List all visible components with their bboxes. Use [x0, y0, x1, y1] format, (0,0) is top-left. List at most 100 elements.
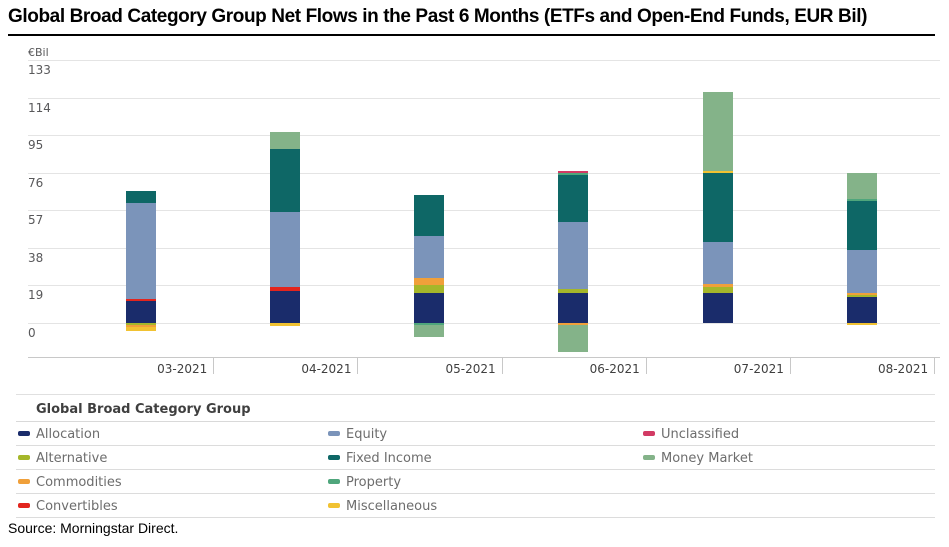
legend: Global Broad Category Group Allocation Eq… — [16, 394, 935, 518]
legend-label-money-market: Money Market — [661, 451, 753, 466]
legend-label-miscellaneous: Miscellaneous — [346, 499, 438, 514]
legend-label-convertibles: Convertibles — [36, 499, 118, 514]
y-axis-label: 95 — [28, 138, 44, 153]
legend-swatch-unclassified-icon — [643, 431, 655, 436]
y-axis-label: 114 — [28, 100, 51, 115]
gridline — [28, 60, 940, 62]
gridline — [28, 97, 940, 99]
bar-segment-allocation[interactable] — [126, 301, 156, 323]
bar-segment-convertibles[interactable] — [270, 287, 301, 292]
legend-swatch-property-icon — [328, 479, 340, 484]
stacked-bar-chart: 133 114 95 76 57 38 19 0 03-2021 04-2021 05-2021 06… — [28, 60, 940, 376]
bar-segment-equity[interactable] — [846, 249, 877, 294]
bar-segment-allocation[interactable] — [846, 297, 877, 323]
x-axis-label: 05-2021 — [445, 362, 496, 376]
bar-segment-property[interactable] — [846, 198, 877, 201]
x-axis-tick — [357, 357, 359, 374]
legend-swatch-convertibles-icon — [18, 503, 30, 508]
bar-segment-alternative[interactable] — [702, 287, 733, 294]
bar-segment-equity[interactable] — [126, 202, 156, 300]
x-axis-label: 03-2021 — [157, 362, 208, 376]
bar-segment-fixed-income[interactable] — [846, 200, 877, 250]
x-axis-tick — [213, 357, 215, 374]
y-axis-label: 133 — [28, 63, 51, 78]
gridline — [28, 247, 940, 249]
x-axis-tick — [645, 357, 647, 374]
chart-title: Global Broad Category Group Net Flows in… — [8, 6, 935, 36]
bar-segment-fixed-income[interactable] — [126, 190, 156, 203]
x-axis-label: 07-2021 — [733, 362, 784, 376]
y-axis-label: 19 — [28, 288, 44, 303]
legend-swatch-commodities-icon — [18, 479, 30, 484]
bar-segment-fixed-income[interactable] — [270, 149, 301, 213]
legend-row: Allocation Equity Unclassified — [16, 422, 935, 446]
bar-segment-allocation[interactable] — [414, 293, 445, 323]
legend-swatch-equity-icon — [328, 431, 340, 436]
bar-segment-alternative[interactable] — [126, 323, 156, 325]
x-axis-tick — [789, 357, 791, 374]
y-axis-label: 38 — [28, 250, 44, 265]
y-axis-unit-label: €Bil — [28, 46, 49, 59]
bar-segment-money-market[interactable] — [846, 172, 877, 199]
legend-row: Convertibles Miscellaneous — [16, 494, 935, 518]
x-axis-tick — [501, 357, 503, 374]
legend-label-allocation: Allocation — [36, 427, 101, 442]
bar-segment-property[interactable] — [414, 323, 445, 325]
bar-segment-commodities[interactable] — [414, 277, 445, 286]
bar-segment-money-market[interactable] — [270, 131, 301, 150]
bar-segment-commodities[interactable] — [558, 323, 589, 325]
source-note: Source: Morningstar Direct. — [8, 520, 179, 536]
y-axis-label: 0 — [28, 326, 36, 340]
bar-segment-alternative[interactable] — [558, 289, 589, 294]
bar-segment-miscellaneous[interactable] — [702, 171, 733, 173]
legend-row: Commodities Property — [16, 470, 935, 494]
x-axis-label: 04-2021 — [301, 362, 352, 376]
gridline — [28, 285, 940, 287]
bar-segment-property[interactable] — [558, 172, 589, 175]
x-axis-label: 06-2021 — [589, 362, 640, 376]
gridline — [28, 210, 940, 212]
y-axis-label: 57 — [28, 213, 44, 228]
bar-segment-commodities[interactable] — [846, 293, 877, 296]
legend-swatch-miscellaneous-icon — [328, 503, 340, 508]
bar-segment-allocation[interactable] — [558, 293, 589, 323]
legend-row: Alternative Fixed Income Money Market — [16, 446, 935, 470]
bar-segment-equity[interactable] — [414, 236, 445, 278]
legend-label-commodities: Commodities — [36, 475, 122, 490]
bar-segment-fixed-income[interactable] — [558, 174, 589, 223]
legend-label-unclassified: Unclassified — [661, 427, 740, 442]
legend-swatch-money-market-icon — [643, 455, 655, 460]
legend-header: Global Broad Category Group — [16, 395, 935, 422]
y-axis-label: 76 — [28, 175, 44, 190]
bar-segment-commodities[interactable] — [702, 283, 733, 288]
bar-segment-equity[interactable] — [702, 242, 733, 284]
bar-segment-allocation[interactable] — [702, 293, 733, 323]
bar-segment-money-market[interactable] — [702, 92, 733, 171]
x-axis-label: 08-2021 — [877, 362, 929, 376]
legend-swatch-allocation-icon — [18, 431, 30, 436]
x-axis-tick — [934, 357, 936, 374]
bar-segment-convertibles[interactable] — [126, 299, 156, 302]
gridline — [28, 135, 940, 137]
bar-segment-alternative[interactable] — [846, 295, 877, 298]
bar-segment-equity[interactable] — [270, 212, 301, 288]
x-axis-line — [28, 357, 940, 358]
legend-label-alternative: Alternative — [36, 451, 108, 466]
legend-label-fixed-income: Fixed Income — [346, 451, 432, 466]
bar-segment-miscellaneous[interactable] — [270, 323, 301, 326]
bar-segment-miscellaneous[interactable] — [846, 323, 877, 325]
bar-segment-equity[interactable] — [558, 222, 589, 290]
bar-segment-alternative[interactable] — [414, 285, 445, 294]
bar-segment-fixed-income[interactable] — [702, 172, 733, 243]
gridline — [28, 172, 940, 174]
bar-segment-allocation[interactable] — [270, 291, 301, 323]
legend-label-equity: Equity — [346, 427, 388, 442]
bar-segment-money-market[interactable] — [558, 324, 589, 352]
legend-label-property: Property — [346, 475, 402, 490]
bar-segment-commodities[interactable] — [126, 324, 156, 327]
bar-segment-money-market[interactable] — [414, 324, 445, 337]
bar-segment-fixed-income[interactable] — [414, 194, 445, 237]
bar-segment-miscellaneous[interactable] — [126, 326, 156, 331]
bar-segment-unclassified[interactable] — [558, 171, 589, 173]
